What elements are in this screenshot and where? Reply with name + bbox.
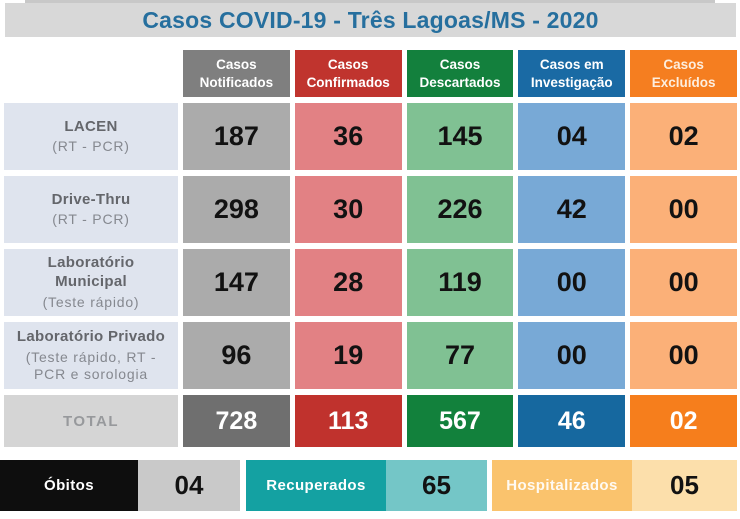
row-label-drive-thru: Drive-Thru (RT - PCR) bbox=[4, 176, 178, 243]
total-row-label: TOTAL bbox=[4, 395, 178, 447]
column-header-notificados: Casos Notificados bbox=[183, 50, 290, 97]
total-excluidos: 02 bbox=[630, 395, 737, 447]
value-labprivado-confirmados: 19 bbox=[294, 322, 402, 389]
row-subtitle: (RT - PCR) bbox=[52, 211, 130, 228]
row-subtitle: (Teste rápido) bbox=[42, 293, 140, 310]
page-title: Casos COVID-19 - Três Lagoas/MS - 2020 bbox=[142, 6, 599, 33]
total-investigacao: 46 bbox=[518, 395, 626, 447]
column-header-confirmados: Casos Confirmados bbox=[294, 50, 402, 97]
obitos-value: 04 bbox=[138, 460, 240, 511]
value-drivethru-notificados: 298 bbox=[183, 176, 290, 243]
value-lacen-confirmados: 36 bbox=[294, 103, 402, 170]
value-lacen-excluidos: 02 bbox=[630, 103, 737, 170]
recuperados-value: 65 bbox=[386, 460, 487, 511]
row-subtitle: (Teste rápido, RT - PCR e sorologia bbox=[25, 349, 157, 382]
column-header-investigacao: Casos em Investigação bbox=[518, 50, 626, 97]
value-labprivado-descartados: 77 bbox=[406, 322, 514, 389]
table-corner-spacer bbox=[4, 50, 178, 97]
value-labmunicipal-notificados: 147 bbox=[183, 249, 290, 316]
hospitalizados-value: 05 bbox=[632, 460, 737, 511]
column-header-excluidos: Casos Excluídos bbox=[630, 50, 737, 97]
total-descartados: 567 bbox=[406, 395, 514, 447]
column-header-descartados: Casos Descartados bbox=[406, 50, 514, 97]
row-label-lab-municipal: Laboratório Municipal (Teste rápido) bbox=[4, 249, 178, 316]
value-labprivado-excluidos: 00 bbox=[630, 322, 737, 389]
value-labmunicipal-investigacao: 00 bbox=[518, 249, 626, 316]
value-labprivado-investigacao: 00 bbox=[518, 322, 626, 389]
footer-divider bbox=[240, 460, 246, 511]
top-divider bbox=[25, 0, 715, 4]
value-drivethru-investigacao: 42 bbox=[518, 176, 626, 243]
page-title-bar: Casos COVID-19 - Três Lagoas/MS - 2020 bbox=[5, 3, 736, 37]
value-labmunicipal-confirmados: 28 bbox=[294, 249, 402, 316]
value-labprivado-notificados: 96 bbox=[183, 322, 290, 389]
cases-table: Casos Notificados Casos Confirmados Caso… bbox=[4, 50, 737, 447]
row-name: Laboratório Privado bbox=[16, 328, 166, 346]
row-label-lab-privado: Laboratório Privado (Teste rápido, RT - … bbox=[4, 322, 178, 389]
summary-bar: Óbitos 04 Recuperados 65 Hospitalizados … bbox=[0, 460, 737, 511]
row-label-lacen: LACEN (RT - PCR) bbox=[4, 103, 178, 170]
value-labmunicipal-descartados: 119 bbox=[406, 249, 514, 316]
value-lacen-descartados: 145 bbox=[406, 103, 514, 170]
value-drivethru-excluidos: 00 bbox=[630, 176, 737, 243]
value-lacen-notificados: 187 bbox=[183, 103, 290, 170]
value-lacen-investigacao: 04 bbox=[518, 103, 626, 170]
value-drivethru-confirmados: 30 bbox=[294, 176, 402, 243]
row-subtitle: (RT - PCR) bbox=[52, 138, 130, 155]
obitos-label: Óbitos bbox=[0, 460, 138, 511]
row-name: Drive-Thru bbox=[51, 190, 131, 208]
total-confirmados: 113 bbox=[294, 395, 402, 447]
row-name: LACEN bbox=[64, 117, 118, 135]
recuperados-label: Recuperados bbox=[246, 460, 386, 511]
row-name: Laboratório Municipal bbox=[47, 254, 135, 291]
total-notificados: 728 bbox=[183, 395, 290, 447]
footer-divider bbox=[487, 460, 492, 511]
value-drivethru-descartados: 226 bbox=[406, 176, 514, 243]
hospitalizados-label: Hospitalizados bbox=[492, 460, 632, 511]
value-labmunicipal-excluidos: 00 bbox=[630, 249, 737, 316]
